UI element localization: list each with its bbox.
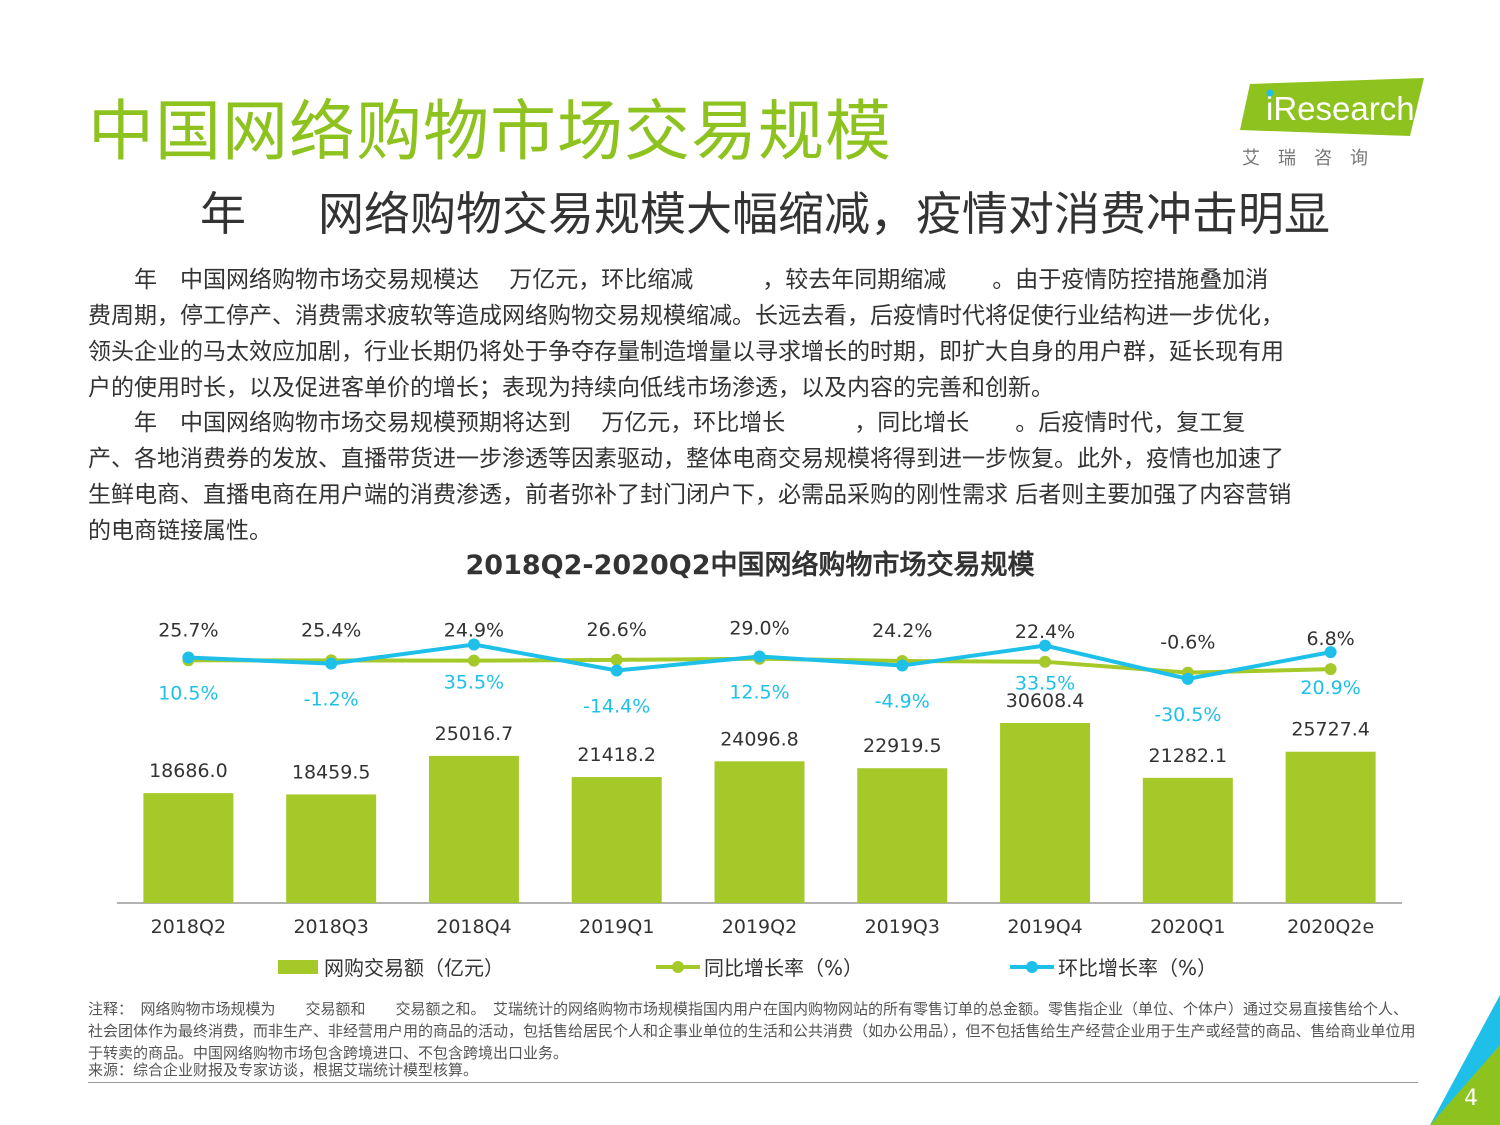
paragraph-line: 的电商链接属性。 (88, 518, 272, 544)
legend-bar-label: 网购交易额（亿元） (324, 956, 504, 980)
bar-label: 24096.8 (720, 728, 799, 750)
yoy-point (1324, 663, 1337, 676)
paragraph-line: 产、各地消费券的发放、直播带货进一步渗透等因素驱动，整体电商交易规模将得到进一步… (88, 446, 1284, 472)
yoy-label: 25.4% (301, 619, 361, 641)
qoq-point (1181, 672, 1194, 685)
logo-badge: iResearch (1240, 78, 1424, 136)
legend-bars: 网购交易额（亿元） (278, 952, 504, 981)
legend-yoy: 同比增长率（%） (656, 952, 863, 981)
category-label: 2018Q3 (293, 916, 368, 938)
bar-label: 30608.4 (1006, 690, 1085, 712)
paragraph-2: 年 中国网络购物市场交易规模预期将达到 万亿元，环比增长 ，同比增长 。后疫情时… (88, 405, 1418, 549)
yoy-label: 29.0% (729, 618, 789, 640)
category-label: 2019Q2 (722, 916, 797, 938)
chart-legend: 网购交易额（亿元） 同比增长率（%） 环比增长率（%） (0, 952, 1500, 982)
category-label: 2019Q4 (1007, 916, 1082, 938)
qoq-point (610, 664, 623, 677)
legend-qoq-label: 环比增长率（%） (1058, 956, 1218, 980)
paragraph-line: 费周期，停工停产、消费需求疲软等造成网络购物交易规模缩减。长远去看，后疫情时代将… (88, 303, 1284, 329)
legend-yoy-swatch (656, 960, 700, 973)
yoy-label: 24.2% (872, 620, 932, 642)
yoy-label: 25.7% (158, 619, 218, 641)
source-note: 来源：综合企业财报及专家访谈，根据艾瑞统计模型核算。 (88, 1061, 479, 1079)
bar (1285, 751, 1376, 903)
paragraph-1: 年 中国网络购物市场交易规模达 万亿元，环比缩减 ，较去年同期缩减 。由于疫情防… (88, 262, 1418, 406)
qoq-label: 20.9% (1300, 677, 1360, 699)
category-label: 2018Q4 (436, 916, 511, 938)
qoq-point (1039, 639, 1052, 652)
qoq-point (467, 638, 480, 651)
page-number: 4 (1464, 1086, 1478, 1111)
qoq-label: 10.5% (158, 683, 218, 705)
legend-bar-swatch (278, 959, 318, 974)
bar-label: 22919.5 (863, 735, 942, 757)
bar (857, 768, 948, 903)
legend-yoy-label: 同比增长率（%） (704, 956, 864, 980)
paragraph-line: 生鲜电商、直播电商在用户端的消费渗透，前者弥补了封门闭户下，必需品采购的刚性需求… (88, 482, 1292, 508)
iresearch-logo: iResearch 艾瑞咨询 (1240, 78, 1430, 170)
bar-label: 21282.1 (1149, 745, 1228, 767)
yoy-label: -0.6% (1160, 632, 1215, 654)
qoq-label: 33.5% (1015, 673, 1075, 695)
qoq-label: -30.5% (1154, 704, 1221, 726)
qoq-point (896, 659, 909, 672)
bar (571, 777, 662, 903)
subtitle-text: 网络购物交易规模大幅缩减，疫情对消费冲击明显 (318, 187, 1330, 241)
yoy-label: 22.4% (1015, 621, 1075, 643)
category-label: 2020Q1 (1150, 916, 1225, 938)
page-title: 中国网络购物市场交易规模 (88, 93, 892, 170)
yoy-label: 24.9% (444, 620, 504, 642)
qoq-point (325, 657, 338, 670)
bar (1000, 723, 1091, 903)
bar (286, 794, 377, 903)
logo-cn-text: 艾瑞咨询 (1242, 148, 1386, 169)
paragraph-line: 户的使用时长，以及促进客单价的增长；表现为持续向低线市场渗透，以及内容的完善和创… (88, 375, 1054, 401)
yoy-label: 6.8% (1306, 628, 1354, 650)
bar-label: 18686.0 (149, 760, 228, 782)
legend-qoq-swatch (1010, 960, 1054, 973)
category-label: 2019Q3 (865, 916, 940, 938)
yoy-label: 26.6% (587, 619, 647, 641)
bar (714, 761, 805, 903)
yoy-point (1039, 655, 1052, 668)
subtitle-year: 年 (200, 187, 246, 241)
yoy-point (610, 653, 623, 666)
qoq-label: -14.4% (583, 695, 650, 717)
chart-title: 2018Q2-2020Q2中国网络购物市场交易规模 (465, 550, 1035, 581)
paragraph-line: 年 中国网络购物市场交易规模预期将达到 万亿元，环比增长 ，同比增长 。后疫情时… (88, 410, 1246, 436)
qoq-label: 35.5% (444, 672, 504, 694)
yoy-point (467, 654, 480, 667)
qoq-label: -4.9% (875, 691, 930, 713)
corner-decoration (1430, 995, 1500, 1125)
category-label: 2018Q2 (151, 916, 226, 938)
paragraph-line: 年 中国网络购物市场交易规模达 万亿元，环比缩减 ，较去年同期缩减 。由于疫情防… (88, 267, 1269, 293)
footer-divider (88, 1082, 1418, 1083)
bar-label: 25727.4 (1291, 719, 1370, 741)
qoq-point (182, 651, 195, 664)
bar (428, 755, 519, 903)
qoq-point (753, 650, 766, 663)
chart-area: 18686.0 2018Q2 18459.5 2018Q3 25016.7 2018Q4 2… (117, 618, 1402, 938)
bar (143, 793, 234, 903)
bar-label: 25016.7 (435, 723, 514, 745)
footnote: 注释： 网络购物市场规模为 交易额和 交易额之和。 艾瑞统计的网络购物市场规模指… (88, 1000, 1416, 1062)
qoq-label: 12.5% (729, 682, 789, 704)
legend-qoq: 环比增长率（%） (1010, 952, 1217, 981)
qoq-point (1324, 646, 1337, 659)
qoq-label: -1.2% (304, 689, 359, 711)
category-label: 2019Q1 (579, 916, 654, 938)
category-label: 2020Q2e (1287, 916, 1374, 938)
paragraph-line: 领头企业的马太效应加剧，行业长期仍将处于争夺存量制造增量以寻求增长的时期，即扩大… (88, 339, 1284, 365)
bar (1142, 777, 1233, 903)
bar-label: 21418.2 (577, 744, 656, 766)
bar-label: 18459.5 (292, 761, 371, 783)
logo-wordmark: iResearch (1266, 90, 1415, 127)
